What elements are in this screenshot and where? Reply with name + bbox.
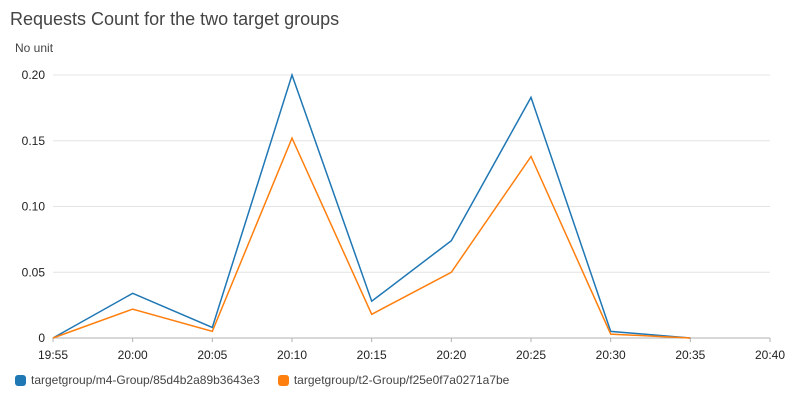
y-axis-unit-label: No unit [15,41,54,55]
x-tick-label: 20:05 [197,348,227,362]
x-tick-label: 20:00 [118,348,148,362]
x-tick-label: 20:40 [755,348,785,362]
legend-label: targetgroup/m4-Group/85d4b2a89b3643e3 [31,373,260,387]
y-tick-label: 0.15 [22,134,46,148]
legend-item-t2-group[interactable]: targetgroup/t2-Group/f25e0f7a0271a7be [277,373,510,387]
x-tick-label: 20:25 [516,348,546,362]
x-tick-label: 19:55 [38,348,68,362]
x-tick-label: 20:20 [436,348,466,362]
x-tick-label: 20:30 [596,348,626,362]
y-tick-label: 0.05 [22,265,46,279]
y-tick-label: 0.10 [22,200,46,214]
y-tick-label: 0 [38,331,45,345]
series-line-t2-group [52,136,691,339]
x-tick-label: 20:35 [675,348,705,362]
legend-label: targetgroup/t2-Group/f25e0f7a0271a7be [293,373,510,387]
legend-item-m4-group[interactable]: targetgroup/m4-Group/85d4b2a89b3643e3 [15,373,260,387]
legend-swatch-icon [277,374,289,386]
x-tick-label: 20:10 [277,348,307,362]
legend-swatch-icon [15,374,26,386]
chart-legend: targetgroup/m4-Group/85d4b2a89b3643e3 ta… [15,373,509,387]
series-line-m4-group [52,72,691,339]
chart-title: Requests Count for the two target groups [10,9,340,29]
x-tick-label: 20:15 [357,348,387,362]
y-tick-label: 0.20 [22,68,46,82]
